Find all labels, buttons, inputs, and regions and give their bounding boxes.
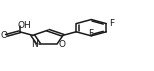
Text: O: O (58, 40, 65, 48)
Text: O: O (0, 31, 7, 40)
Text: F: F (109, 19, 114, 28)
Text: F: F (88, 29, 93, 37)
Text: OH: OH (17, 21, 31, 30)
Text: N: N (31, 40, 38, 48)
